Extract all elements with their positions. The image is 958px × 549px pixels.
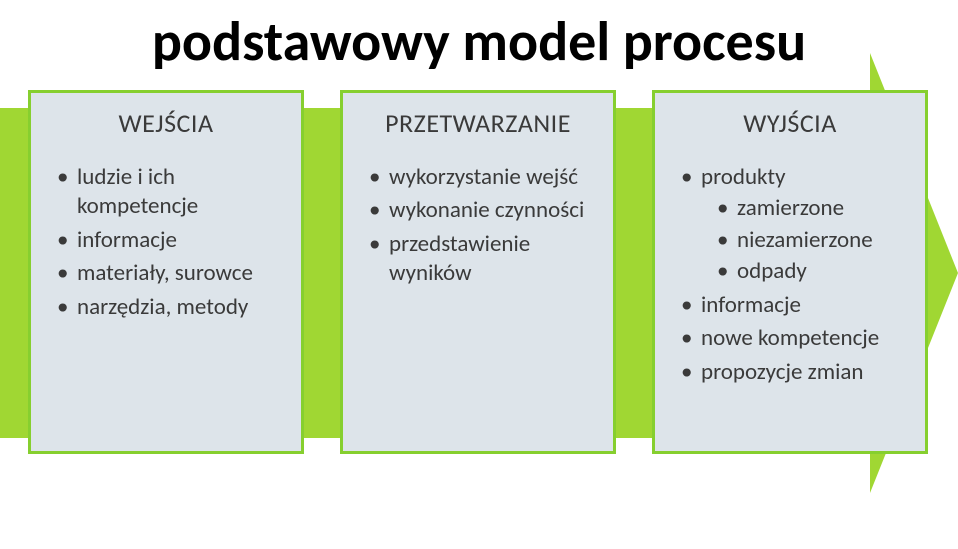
box-processing-heading: PRZETWARZANIE bbox=[361, 107, 595, 139]
list-item: zamierzone bbox=[715, 194, 907, 223]
box-processing-list: wykorzystanie wejść wykonanie czynności pr… bbox=[361, 163, 595, 289]
list-item-label: ludzie i ich kompetencje bbox=[77, 163, 198, 220]
box-inputs-list: ludzie i ich kompetencje informacje materi… bbox=[49, 163, 283, 322]
list-item-label: wykorzystanie wejść bbox=[389, 163, 578, 191]
list-item-label: przedstawienie wyników bbox=[389, 230, 530, 287]
list-item: informacje bbox=[679, 291, 907, 320]
list-item-label: propozycje zmian bbox=[701, 358, 863, 386]
box-outputs-list: produkty zamierzone niezamierzoneodpady inf… bbox=[673, 163, 907, 387]
list-item: materiały, surowce bbox=[55, 259, 283, 288]
list-item: ludzie i ich kompetencje bbox=[55, 163, 283, 222]
list-item-label: produkty bbox=[701, 163, 786, 191]
list-item: nowe kompetencje bbox=[679, 324, 907, 353]
list-item-label: informacje bbox=[701, 291, 801, 319]
sub-list: zamierzone niezamierzoneodpady bbox=[701, 194, 907, 286]
list-item-label: nowe kompetencje bbox=[701, 324, 879, 352]
box-inputs-heading: WEJŚCIA bbox=[49, 107, 283, 139]
list-item: informacje bbox=[55, 226, 283, 255]
list-item: przedstawienie wyników bbox=[367, 230, 595, 289]
diagram-title: podstawowy model procesu bbox=[0, 8, 958, 76]
list-item: narzędzia, metody bbox=[55, 293, 283, 322]
box-outputs-heading: WYJŚCIA bbox=[673, 107, 907, 139]
diagram-canvas: podstawowy model procesu WEJŚCIA ludzie … bbox=[0, 0, 958, 549]
list-item: produkty zamierzone niezamierzoneodpady bbox=[679, 163, 907, 287]
list-item-label: wykonanie czynności bbox=[389, 196, 584, 224]
list-item: niezamierzone bbox=[715, 226, 907, 255]
list-item-label: materiały, surowce bbox=[77, 259, 253, 287]
list-item: propozycje zmian bbox=[679, 358, 907, 387]
list-item: wykorzystanie wejść bbox=[367, 163, 595, 192]
box-inputs: WEJŚCIA ludzie i ich kompetencje informac… bbox=[28, 90, 304, 454]
box-processing: PRZETWARZANIE wykorzystanie wejść wykonan… bbox=[340, 90, 616, 454]
list-item-label: narzędzia, metody bbox=[77, 293, 248, 321]
list-item: wykonanie czynności bbox=[367, 196, 595, 225]
list-item-label: informacje bbox=[77, 226, 177, 254]
list-item: odpady bbox=[715, 257, 907, 286]
box-outputs: WYJŚCIA produkty zamierzone niezamierzoneo… bbox=[652, 90, 928, 454]
